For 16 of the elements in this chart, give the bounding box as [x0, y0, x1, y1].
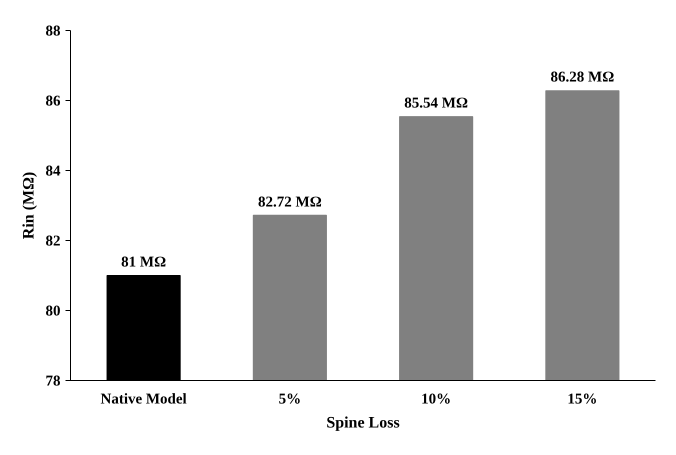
y-tick-label: 86	[46, 94, 61, 110]
y-tick-label: 84	[46, 164, 61, 180]
x-tick-label: 5%	[278, 392, 302, 408]
y-axis-title: Rin (MΩ)	[20, 172, 38, 240]
y-tick-label: 88	[46, 24, 60, 40]
data-label: 82.72 MΩ	[258, 194, 322, 210]
x-tick-label: 10%	[421, 392, 452, 408]
y-tick-label: 78	[46, 374, 60, 390]
data-label: 86.28 MΩ	[550, 70, 614, 86]
data-label: 85.54 MΩ	[404, 96, 468, 112]
x-tick-label: 15%	[567, 392, 598, 408]
data-label: 81 MΩ	[121, 254, 166, 270]
x-axis-title: Spine Loss	[326, 414, 400, 432]
y-tick-label: 82	[46, 234, 60, 250]
x-tick-label: Native Model	[100, 392, 187, 408]
y-tick-label: 80	[46, 304, 60, 320]
